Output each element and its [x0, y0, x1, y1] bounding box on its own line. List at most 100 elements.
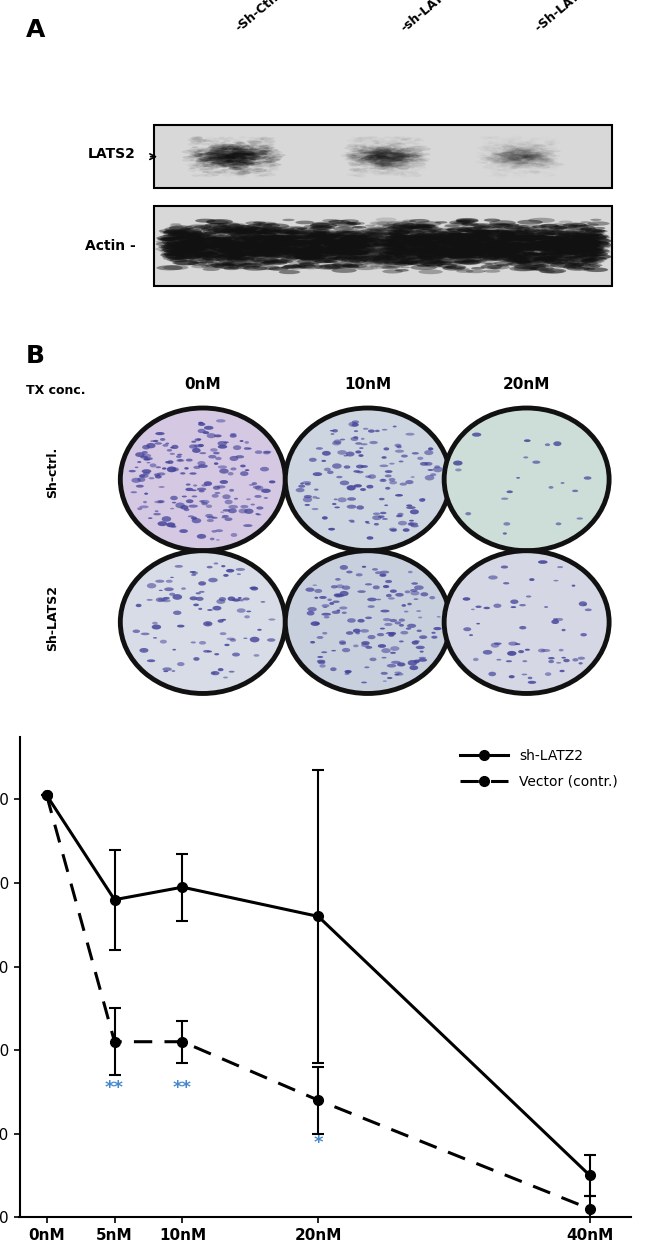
Ellipse shape [532, 247, 544, 250]
Ellipse shape [325, 248, 337, 251]
Ellipse shape [398, 520, 407, 525]
Ellipse shape [374, 154, 387, 158]
Ellipse shape [449, 220, 471, 225]
Ellipse shape [541, 257, 563, 262]
Ellipse shape [243, 247, 257, 250]
Ellipse shape [405, 154, 413, 156]
Ellipse shape [465, 237, 492, 242]
Ellipse shape [385, 471, 393, 473]
Ellipse shape [177, 247, 191, 250]
Ellipse shape [284, 251, 310, 257]
Ellipse shape [358, 619, 365, 622]
Ellipse shape [383, 681, 387, 682]
Ellipse shape [400, 153, 411, 155]
Ellipse shape [384, 232, 402, 236]
Ellipse shape [402, 604, 406, 607]
Ellipse shape [229, 153, 239, 155]
Ellipse shape [422, 227, 443, 231]
Ellipse shape [401, 160, 410, 163]
Ellipse shape [259, 158, 265, 159]
Ellipse shape [251, 158, 260, 160]
Ellipse shape [304, 250, 329, 255]
Ellipse shape [568, 224, 579, 226]
Ellipse shape [275, 235, 302, 240]
Ellipse shape [281, 243, 291, 246]
Ellipse shape [264, 238, 287, 242]
Ellipse shape [417, 256, 432, 258]
Ellipse shape [329, 602, 334, 605]
Ellipse shape [172, 233, 184, 235]
Ellipse shape [254, 168, 263, 170]
Ellipse shape [228, 154, 240, 158]
Ellipse shape [562, 248, 586, 253]
Ellipse shape [543, 242, 568, 247]
Ellipse shape [207, 246, 216, 248]
Ellipse shape [300, 247, 325, 252]
Ellipse shape [213, 161, 224, 164]
Ellipse shape [408, 660, 417, 666]
Ellipse shape [265, 154, 271, 155]
Ellipse shape [205, 251, 230, 256]
Ellipse shape [255, 230, 281, 235]
Ellipse shape [475, 261, 486, 263]
Ellipse shape [591, 250, 606, 252]
Ellipse shape [299, 237, 309, 240]
Ellipse shape [352, 247, 374, 251]
Ellipse shape [302, 247, 316, 251]
Ellipse shape [541, 245, 567, 251]
Ellipse shape [143, 501, 147, 503]
Ellipse shape [318, 231, 330, 233]
Ellipse shape [360, 152, 373, 155]
Ellipse shape [384, 155, 397, 158]
Ellipse shape [408, 155, 419, 159]
Ellipse shape [330, 252, 348, 256]
Ellipse shape [255, 451, 263, 455]
Ellipse shape [349, 240, 359, 241]
Ellipse shape [160, 237, 183, 241]
Ellipse shape [237, 150, 246, 153]
Ellipse shape [396, 152, 409, 154]
Ellipse shape [392, 155, 397, 156]
Ellipse shape [348, 257, 359, 260]
Ellipse shape [288, 233, 313, 238]
Ellipse shape [257, 235, 283, 240]
Ellipse shape [363, 237, 378, 241]
Ellipse shape [165, 241, 177, 243]
Ellipse shape [263, 253, 280, 257]
Ellipse shape [221, 156, 234, 159]
Ellipse shape [381, 160, 392, 164]
Ellipse shape [374, 164, 386, 168]
Ellipse shape [494, 245, 504, 246]
Ellipse shape [265, 251, 286, 255]
Ellipse shape [229, 156, 239, 159]
Ellipse shape [373, 154, 382, 156]
Ellipse shape [528, 242, 554, 247]
Ellipse shape [536, 231, 556, 235]
Ellipse shape [196, 252, 207, 253]
Ellipse shape [211, 165, 218, 166]
Ellipse shape [365, 476, 371, 478]
Ellipse shape [213, 150, 220, 152]
Ellipse shape [227, 236, 246, 240]
Ellipse shape [194, 225, 213, 229]
Ellipse shape [237, 232, 263, 237]
Ellipse shape [235, 164, 249, 166]
Ellipse shape [310, 224, 337, 229]
Ellipse shape [418, 658, 427, 662]
Ellipse shape [194, 233, 205, 236]
Ellipse shape [410, 509, 419, 514]
Ellipse shape [579, 229, 591, 231]
Ellipse shape [337, 610, 341, 611]
Ellipse shape [528, 681, 536, 684]
Ellipse shape [265, 243, 290, 248]
Ellipse shape [263, 240, 278, 242]
Ellipse shape [246, 241, 272, 246]
Ellipse shape [153, 513, 161, 515]
Ellipse shape [552, 226, 567, 229]
Ellipse shape [210, 448, 218, 452]
Ellipse shape [571, 585, 575, 586]
Ellipse shape [216, 486, 226, 488]
Ellipse shape [400, 148, 415, 152]
Ellipse shape [467, 247, 488, 252]
Ellipse shape [520, 233, 530, 235]
